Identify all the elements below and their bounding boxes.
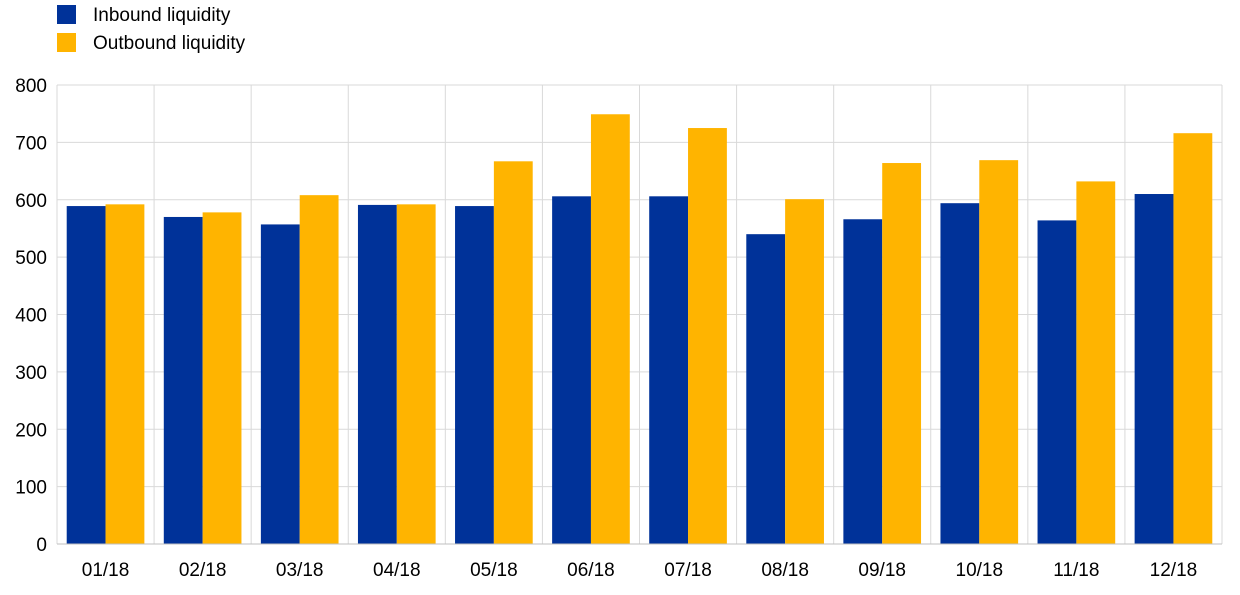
x-tick-label: 07/18 (664, 560, 712, 581)
bar-outbound-liquidity (688, 128, 727, 544)
bar-outbound-liquidity (299, 195, 339, 544)
bar-outbound-liquidity (590, 114, 630, 544)
x-tick-label: 01/18 (82, 560, 130, 581)
bar-outbound-liquidity (1173, 133, 1213, 544)
y-tick-label: 800 (15, 76, 47, 97)
x-tick-label: 06/18 (567, 560, 615, 581)
bar-inbound-liquidity (357, 204, 397, 544)
bar-inbound-liquidity (66, 206, 106, 544)
x-tick-label: 11/18 (1053, 560, 1099, 581)
bar-inbound-liquidity (940, 203, 980, 544)
bar-inbound-liquidity (843, 219, 883, 544)
legend-swatch (57, 5, 76, 24)
y-tick-label: 100 (15, 478, 47, 499)
bar-outbound-liquidity (493, 161, 533, 544)
bar-inbound-liquidity (649, 196, 689, 544)
x-tick-label: 12/18 (1150, 560, 1198, 581)
bar-outbound-liquidity (785, 199, 824, 544)
bar-outbound-liquidity (1076, 181, 1116, 544)
y-tick-label: 300 (15, 363, 47, 384)
y-tick-label: 200 (15, 420, 47, 441)
y-tick-label: 700 (15, 133, 47, 154)
bar-inbound-liquidity (746, 234, 786, 545)
x-tick-label: 10/18 (956, 560, 1004, 581)
legend-label: Outbound liquidity (93, 33, 246, 54)
y-tick-label: 0 (36, 535, 47, 556)
bar-outbound-liquidity (882, 163, 922, 544)
bar-inbound-liquidity (163, 216, 203, 544)
bar-inbound-liquidity (552, 196, 591, 544)
bar-inbound-liquidity (1037, 220, 1077, 544)
x-tick-label: 08/18 (761, 560, 809, 581)
bar-inbound-liquidity (1134, 194, 1174, 544)
legend-swatch (57, 33, 76, 52)
bar-outbound-liquidity (396, 204, 436, 544)
y-tick-label: 400 (15, 306, 47, 327)
bar-outbound-liquidity (105, 204, 145, 544)
x-tick-label: 09/18 (858, 560, 906, 581)
y-tick-label: 600 (15, 191, 47, 212)
bar-outbound-liquidity (202, 212, 242, 544)
y-tick-label: 500 (15, 248, 47, 269)
bar-outbound-liquidity (979, 160, 1019, 544)
bar-inbound-liquidity (260, 224, 300, 544)
bar-inbound-liquidity (455, 206, 494, 544)
legend-label: Inbound liquidity (93, 5, 231, 26)
x-tick-label: 03/18 (276, 560, 324, 581)
x-tick-label: 05/18 (470, 560, 518, 581)
x-tick-label: 02/18 (179, 560, 227, 581)
x-tick-label: 04/18 (373, 560, 421, 581)
